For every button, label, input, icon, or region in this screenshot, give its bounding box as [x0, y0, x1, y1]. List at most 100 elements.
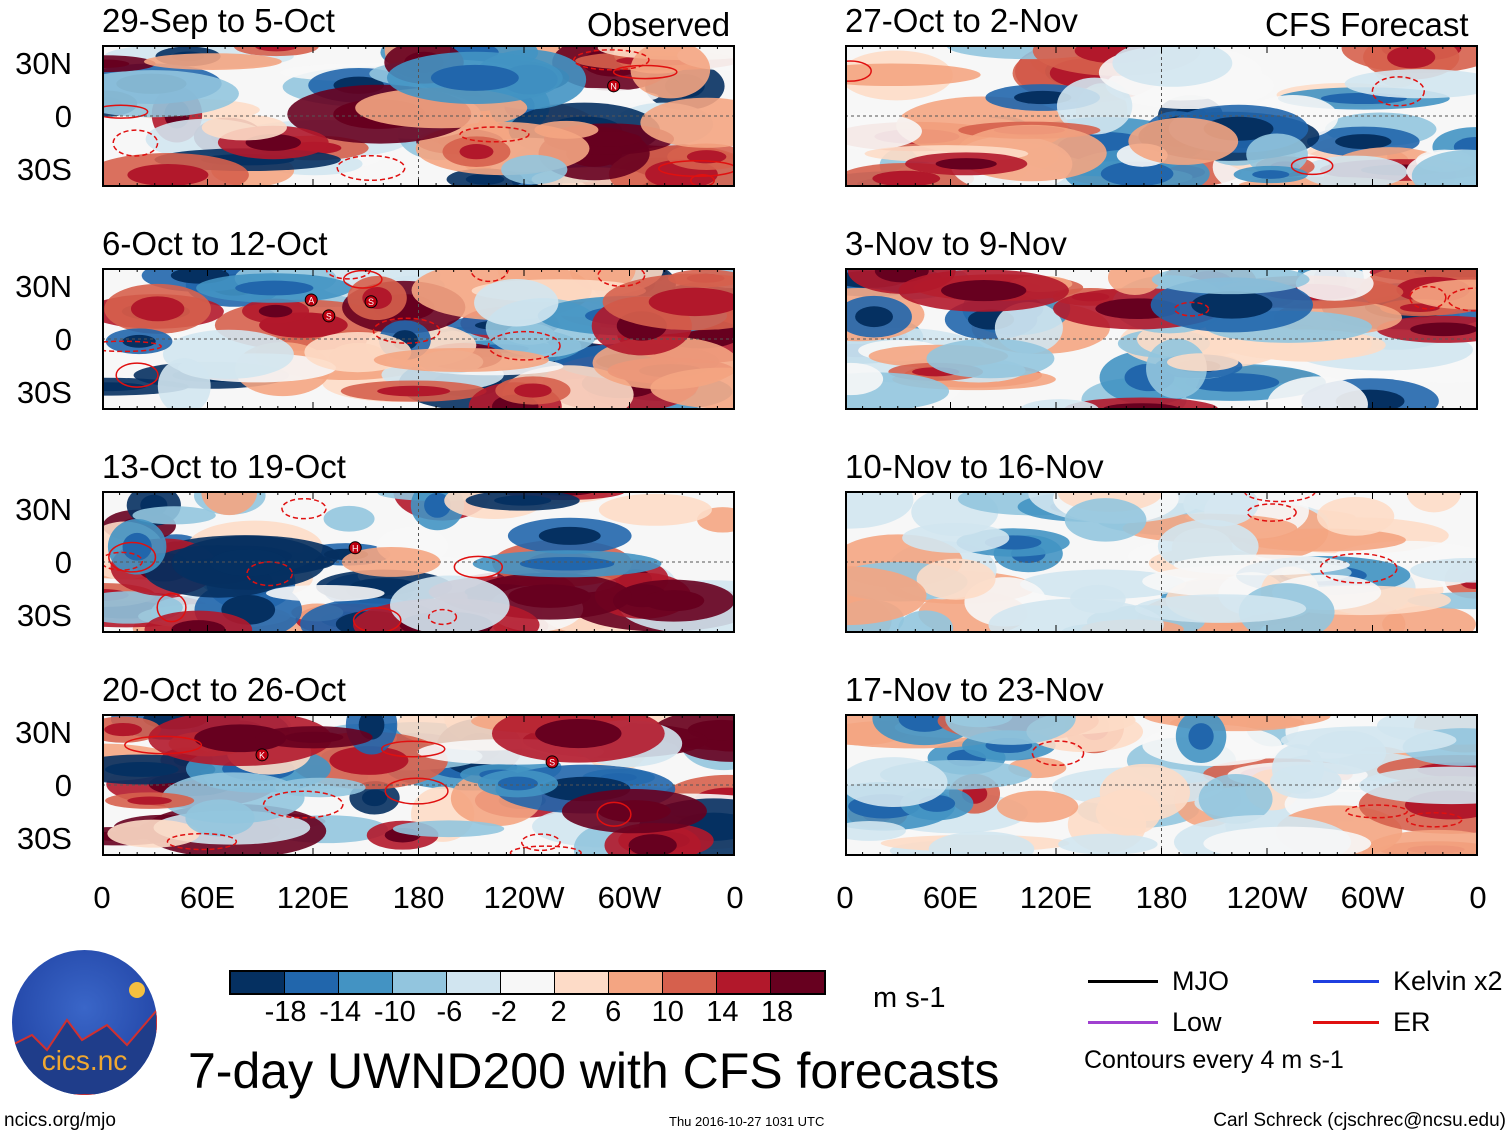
anomaly-blob — [1301, 155, 1408, 187]
er-contour — [384, 777, 449, 805]
er-contour — [1031, 740, 1085, 767]
anomaly-core — [361, 789, 388, 807]
er-contour — [573, 49, 650, 71]
er-contour — [102, 104, 149, 119]
storm-marker — [304, 293, 318, 307]
er-contour — [1409, 285, 1447, 310]
lon-tick-label: 60E — [922, 880, 979, 915]
logo-graphic — [12, 982, 157, 1095]
lon-tick-label: 60W — [597, 880, 662, 915]
map-panel — [845, 45, 1478, 187]
lat-tick-label: 0 — [54, 322, 72, 357]
anomaly-core — [648, 287, 735, 317]
lon-tick-label: 0 — [836, 880, 854, 915]
anomaly-blob — [1316, 496, 1395, 536]
anomaly-core — [171, 620, 226, 633]
storm-label: N — [610, 81, 617, 91]
anomaly-blob — [185, 799, 255, 837]
anomaly-blob — [926, 338, 1055, 379]
anomaly-core — [465, 173, 505, 185]
anomaly-core — [935, 158, 997, 170]
storm-marker — [255, 748, 269, 762]
lon-tick-label: 60E — [179, 880, 236, 915]
map-panel: H — [102, 491, 735, 633]
logo-text: cics.nc — [41, 1045, 128, 1076]
lon-tick-label: 0 — [93, 880, 111, 915]
lon-tick-label: 0 — [1469, 880, 1487, 915]
storm-marker — [364, 295, 378, 309]
anomaly-core — [424, 492, 451, 518]
colorbar-label: 14 — [706, 996, 739, 1028]
lat-tick-label: 30N — [15, 714, 72, 750]
er-contour — [459, 126, 530, 143]
anomaly-blob — [201, 491, 258, 516]
anomaly-blob — [504, 323, 555, 345]
map-panel — [845, 268, 1478, 410]
er-contour — [1173, 301, 1210, 317]
anomaly-blob — [1056, 77, 1133, 135]
lon-tick-label: 0 — [726, 880, 744, 915]
storm-marker — [607, 79, 621, 93]
er-contour — [108, 541, 157, 573]
colorbar-label: 18 — [760, 996, 794, 1028]
cfs-forecast-label: CFS Forecast — [1265, 6, 1469, 43]
lon-tick-label: 180 — [1135, 880, 1188, 915]
legend-low: Low — [1088, 1007, 1222, 1038]
storm-label: K — [259, 750, 265, 760]
anomaly-blob — [157, 358, 211, 410]
anomaly-blob — [501, 154, 568, 185]
anomaly-blob — [1198, 774, 1273, 824]
anomaly-core — [430, 64, 519, 91]
anomaly-blob — [845, 112, 922, 151]
anomaly-blob — [1095, 789, 1161, 836]
lat-tick-label: 30S — [16, 821, 72, 857]
er-contour — [487, 330, 561, 361]
anomaly-core — [538, 526, 601, 545]
anomaly-blob — [1359, 766, 1478, 805]
lon-tick-label: 120E — [276, 880, 350, 915]
anomaly-core — [284, 731, 344, 743]
anomaly-blob — [996, 790, 1079, 823]
colorbar-swatch — [501, 972, 555, 993]
er-contour — [262, 790, 344, 819]
anomaly-core — [1100, 161, 1174, 187]
er-contour — [453, 555, 503, 579]
anomaly-blob — [1058, 833, 1158, 855]
colorbar-label: -18 — [264, 996, 307, 1028]
anomaly-blob — [1064, 498, 1147, 542]
er-contour — [520, 833, 561, 852]
er-contour — [124, 735, 203, 755]
anomaly-blob — [640, 97, 735, 148]
er-contour — [427, 608, 458, 626]
anomaly-core — [535, 718, 622, 749]
er-contour — [612, 64, 678, 80]
panel-title: 27-Oct to 2-Nov — [845, 2, 1078, 39]
anomaly-blob — [1203, 826, 1372, 856]
map-panel — [845, 714, 1478, 856]
observed-label: Observed — [587, 6, 731, 43]
anomaly-core — [514, 383, 552, 398]
anomaly-blob — [1406, 491, 1462, 513]
units-label: m s-1 — [873, 982, 946, 1014]
anomaly-blob — [898, 610, 954, 633]
anomaly-blob — [1280, 726, 1457, 755]
anomaly-core — [855, 306, 893, 328]
lat-tick-label: 0 — [54, 99, 72, 134]
anomaly-core — [127, 164, 209, 186]
anomaly-core — [102, 382, 146, 392]
er-contour — [102, 340, 162, 353]
panel-title: 6-Oct to 12-Oct — [102, 225, 328, 262]
anomaly-blob — [1411, 149, 1478, 187]
storm-marker — [322, 309, 336, 323]
lon-tick-label: 60W — [1340, 880, 1405, 915]
map-panel: N — [102, 45, 735, 187]
panel-title: 13-Oct to 19-Oct — [102, 448, 346, 485]
legend-label: Low — [1172, 1007, 1222, 1037]
colorbar-label: 10 — [651, 996, 684, 1028]
map-panel: A S S — [102, 268, 735, 410]
lat-tick-label: 30N — [15, 491, 72, 527]
lat-tick-label: 30N — [15, 268, 72, 304]
anomaly-core — [102, 59, 130, 68]
lon-tick-label: 180 — [392, 880, 445, 915]
anomaly-blob — [1295, 268, 1374, 301]
